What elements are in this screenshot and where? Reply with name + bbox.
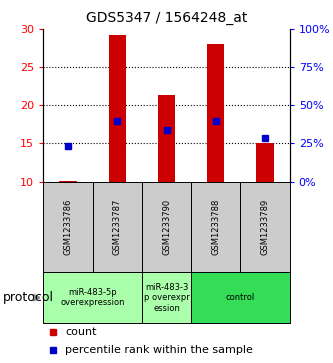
Text: protocol: protocol (3, 291, 54, 304)
Text: GSM1233790: GSM1233790 (162, 199, 171, 255)
Bar (43, 272, 142, 323)
Bar (207, 44, 224, 182)
Text: miR-483-3
p overexpr
ession: miR-483-3 p overexpr ession (144, 283, 189, 313)
Bar (191, 272, 290, 323)
Text: GSM1233786: GSM1233786 (63, 199, 73, 255)
Bar (158, 95, 175, 182)
Bar (93, 182, 142, 272)
Text: GSM1233787: GSM1233787 (113, 199, 122, 255)
Bar (43, 182, 93, 272)
Text: control: control (226, 293, 255, 302)
Bar (191, 182, 240, 272)
Text: GDS5347 / 1564248_at: GDS5347 / 1564248_at (86, 11, 247, 25)
Text: GSM1233788: GSM1233788 (211, 199, 220, 255)
Bar (59, 181, 77, 182)
Text: count: count (66, 327, 97, 337)
Text: percentile rank within the sample: percentile rank within the sample (66, 345, 253, 355)
Bar (142, 272, 191, 323)
Bar (109, 35, 126, 182)
Text: GSM1233789: GSM1233789 (260, 199, 270, 255)
Bar (240, 182, 290, 272)
Bar (142, 182, 191, 272)
Bar (256, 143, 274, 182)
Text: miR-483-5p
overexpression: miR-483-5p overexpression (60, 288, 125, 307)
